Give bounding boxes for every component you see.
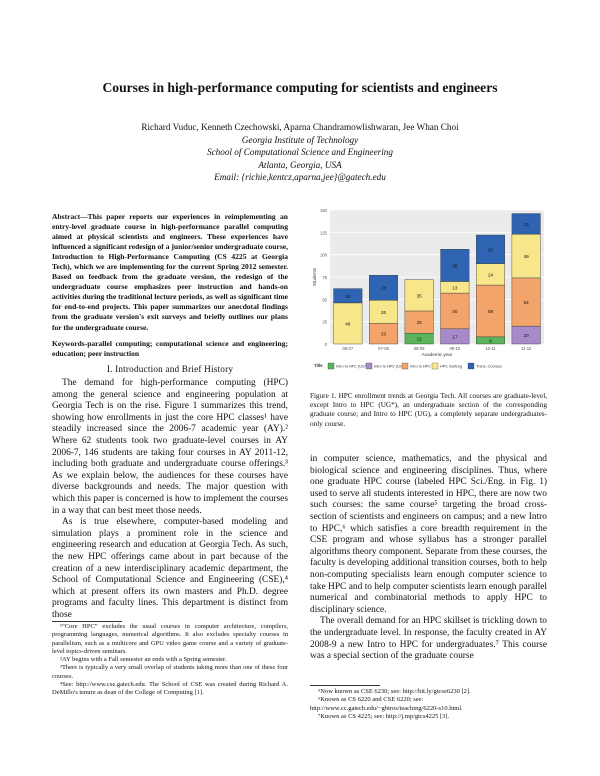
right-column-body: in computer science, mathematics, and th… (310, 454, 547, 663)
y-tick-label: 100 (320, 253, 328, 258)
paper-title: Courses in high-performance computing fo… (102, 80, 498, 95)
paragraph: The demand for high-performance computin… (52, 378, 288, 516)
x-tick-label: 09-10 (449, 346, 460, 351)
data-label: 17 (452, 334, 458, 339)
data-label: 36 (452, 263, 458, 268)
legend-swatch (365, 362, 373, 370)
legend-swatch (467, 362, 475, 370)
x-tick-label: 08-09 (414, 346, 425, 351)
x-axis-label: Academic year (422, 352, 453, 357)
paragraph: The overall demand for an HPC skillset i… (310, 616, 547, 662)
bar-segment (440, 249, 470, 282)
y-tick-label: 75 (322, 275, 327, 280)
data-label: 24 (488, 272, 494, 277)
data-label: 16 (345, 294, 351, 299)
data-label: 26 (381, 310, 387, 315)
y-tick-label: 0 (325, 342, 328, 347)
footnotes-right: ⁵Now known as CSE 6230; see: http://bit.… (310, 688, 547, 721)
abstract: Abstract—This paper reports our experien… (52, 212, 288, 333)
data-label: 8 (489, 338, 492, 343)
footnote-rule (310, 685, 380, 686)
legend-label: HPC Sci/Eng (440, 365, 462, 369)
author-names: Richard Vuduc, Kenneth Czechowski, Aparn… (141, 122, 459, 132)
x-tick-label: 06-07 (342, 346, 353, 351)
legend-label: Intro to HPC (UG*) (336, 365, 368, 369)
y-tick-label: 50 (322, 297, 327, 302)
data-label: 40 (452, 309, 458, 314)
bar-segment (511, 213, 541, 235)
data-label: 12 (417, 337, 423, 342)
bar-segment (476, 284, 505, 338)
legend-swatch (431, 362, 439, 370)
data-label: 35 (417, 293, 423, 298)
bar-segment (476, 234, 505, 264)
data-label: 54 (524, 300, 530, 305)
data-label: 25 (417, 320, 423, 325)
legend-label: Intro to HPC (410, 365, 431, 369)
y-axis-label: Students (312, 267, 317, 286)
legend-label: Intro to HPC (UG) (374, 365, 405, 369)
data-label: 23 (381, 332, 387, 337)
legend-swatch (327, 362, 335, 370)
y-tick-label: 125 (320, 230, 328, 235)
data-label: 13 (452, 285, 458, 290)
data-label: 49 (524, 254, 530, 259)
keywords: Keywords-parallel computing; computation… (52, 339, 288, 359)
footnote: ⁵Now known as CSE 6230; see: http://bit.… (318, 688, 471, 695)
legend-label: Trans. Courses (476, 365, 502, 369)
footnote: ¹“Core HPC” excludes the usual courses i… (52, 623, 288, 655)
paragraph: As is true elsewhere, computer-based mod… (52, 517, 288, 620)
legend-swatch (401, 362, 409, 370)
left-column-body: The demand for high-performance computin… (52, 378, 288, 621)
author-email: Email: {richie,kentcz,aparna,jee}@gatech… (214, 172, 386, 183)
footnote: ⁶Known as CS 6220 and CSE 6220; see: htt… (310, 696, 463, 712)
enrollment-chart-svg: 0 25 50 75 100 125 150 46 16 06-07 23 26 28 07-08 12 25… (312, 208, 544, 370)
data-label: 23 (524, 222, 530, 227)
affiliation-line-3: Atlanta, Georgia, USA (258, 159, 342, 170)
data-label: 58 (488, 309, 494, 314)
figure-caption: Figure 1. HPC enrollment trends at Georg… (310, 392, 547, 428)
data-label: 32 (488, 247, 494, 252)
footnote: ³There is typically a very small overlap… (52, 664, 288, 680)
bar-segment (404, 279, 434, 312)
x-tick-label: 10-11 (485, 346, 496, 351)
footnote-rule (52, 621, 122, 622)
abstract-text: Abstract—This paper reports our experien… (52, 212, 288, 332)
legend-title: Title (314, 363, 323, 368)
y-tick-label: 25 (322, 320, 327, 325)
footnote: ⁴See: http://www.cse.gatech.edu. The Sch… (52, 681, 288, 697)
x-tick-label: 07-08 (378, 346, 389, 351)
footnote: ²AY begins with a Fall semester an ends … (60, 656, 227, 664)
x-tick-label: 11-12 (521, 346, 532, 351)
paragraph: in computer science, mathematics, and th… (310, 454, 547, 615)
footnote: ⁷Known as CS 4225; see: http://j.mp/gtcs… (318, 712, 450, 720)
y-tick-label: 150 (320, 208, 328, 213)
bar-segment (333, 288, 363, 304)
section-heading: I. Introduction and Brief History (106, 364, 234, 374)
affiliation-line-2: School of Computational Science and Engi… (206, 147, 393, 158)
bar-segment (440, 292, 470, 330)
data-label: 20 (524, 333, 530, 338)
affiliation-line-1: Georgia Institute of Technology (241, 134, 359, 145)
author-block: Richard Vuduc, Kenneth Czechowski, Aparn… (0, 121, 600, 184)
footnotes-left: ¹“Core HPC” excludes the usual courses i… (52, 623, 288, 698)
data-label: 28 (381, 286, 387, 291)
bar-segment (369, 275, 398, 301)
enrollment-chart: 0 25 50 75 100 125 150 46 16 06-07 23 26 28 07-08 12 25… (308, 204, 550, 386)
data-label: 46 (345, 321, 351, 326)
